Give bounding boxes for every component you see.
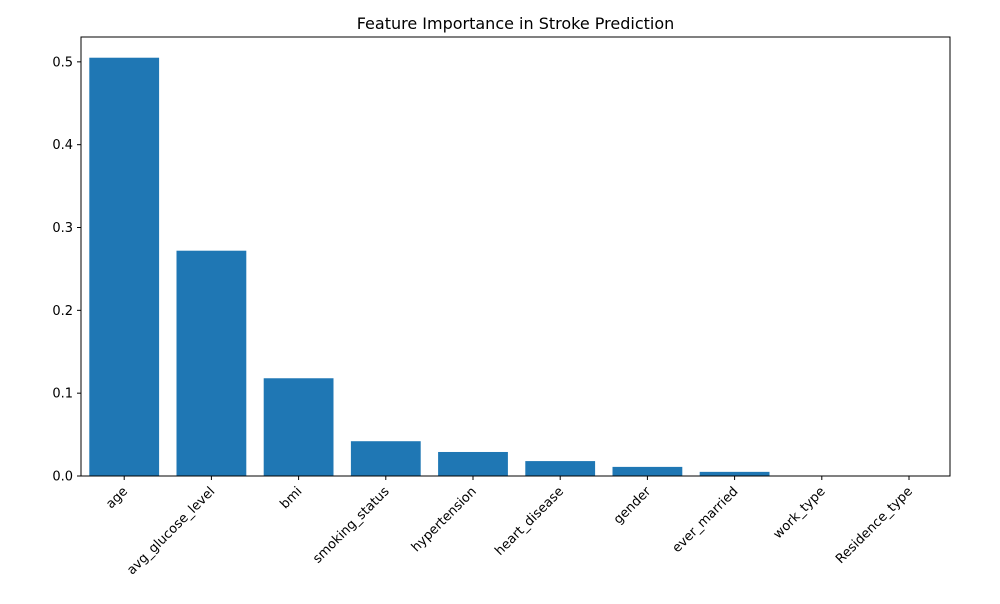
- bar-avg_glucose_level: [176, 250, 247, 476]
- bar-heart_disease: [525, 461, 596, 476]
- y-tick-label: 0.4: [52, 138, 73, 153]
- bar-smoking_status: [350, 441, 421, 476]
- bar-hypertension: [438, 451, 508, 476]
- y-tick-label: 0.3: [52, 221, 73, 236]
- y-tick-label: 0.5: [52, 55, 73, 70]
- chart-title: Feature Importance in Stroke Prediction: [357, 14, 675, 33]
- bar-age: [89, 57, 160, 477]
- axes-frame: [80, 36, 951, 477]
- bar-bmi: [263, 378, 334, 476]
- y-axis: 0.0 0.1 0.2 0.3 0.4 0.5: [52, 55, 81, 485]
- bars-group: [89, 57, 770, 477]
- y-tick-label: 0.0: [52, 470, 73, 485]
- y-tick-label: 0.1: [52, 387, 73, 402]
- bar-gender: [612, 466, 683, 476]
- y-tick-label: 0.2: [52, 304, 73, 319]
- bar-ever_married: [699, 471, 770, 476]
